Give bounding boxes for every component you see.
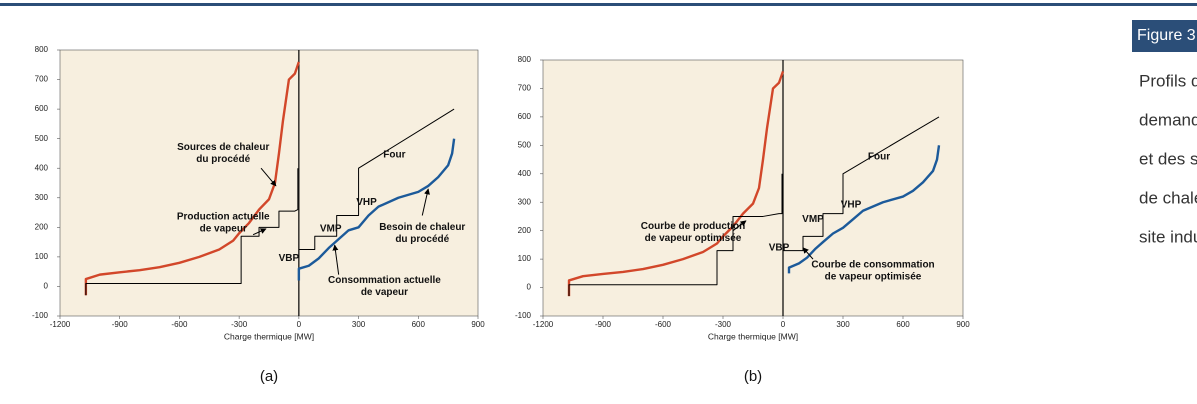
y-tick-label: 300 xyxy=(518,197,532,206)
y-tick-label: 800 xyxy=(518,55,532,64)
y-tick-label: 100 xyxy=(518,254,532,263)
x-tick-label: 300 xyxy=(836,320,850,329)
x-tick-label: -600 xyxy=(655,320,672,329)
x-axis-label: Charge thermique [MW] xyxy=(708,331,798,341)
y-tick-label: 200 xyxy=(518,226,532,235)
y-tick-label: 600 xyxy=(518,112,532,121)
y-tick-label: -100 xyxy=(32,311,49,320)
series-line xyxy=(85,168,299,296)
x-tick-label: 0 xyxy=(297,320,302,329)
y-tick-label: 800 xyxy=(35,45,49,54)
annotation-arrow xyxy=(260,167,277,187)
annotation: Courbe de production xyxy=(641,221,745,232)
y-tick-label: 300 xyxy=(35,193,49,202)
series-line xyxy=(298,108,455,250)
series-line xyxy=(297,138,456,281)
x-tick-label: 600 xyxy=(412,320,426,329)
caption-line: demandes xyxy=(1139,110,1197,129)
caption-line: de chaleur d’un xyxy=(1139,188,1197,207)
x-tick-label: 900 xyxy=(471,320,485,329)
x-tick-label: -300 xyxy=(231,320,248,329)
figure-label: Figure 3.18 xyxy=(1137,27,1197,44)
x-tick-label: 0 xyxy=(781,320,786,329)
annotation: Besoin de chaleur xyxy=(379,222,465,233)
y-tick-label: 600 xyxy=(35,104,49,113)
series-line xyxy=(567,70,785,297)
annotation: Consommation actuelle xyxy=(328,275,441,286)
plot-area xyxy=(542,59,964,317)
annotation: Courbe de consommation xyxy=(811,259,934,270)
annotation-arrow xyxy=(732,220,747,232)
x-tick-label: 900 xyxy=(956,320,970,329)
annotation: du procédé xyxy=(196,154,250,165)
x-tick-label: -1200 xyxy=(50,320,71,329)
panel-label: (a) xyxy=(260,368,278,385)
annotation: Four xyxy=(383,150,405,161)
panel-label: (b) xyxy=(744,368,762,385)
y-tick-label: 500 xyxy=(518,140,532,149)
y-tick-label: 100 xyxy=(35,252,49,261)
annotation: de vapeur xyxy=(361,287,408,298)
top-rule xyxy=(0,3,1197,6)
caption-line: et des sources xyxy=(1139,149,1197,168)
x-tick-label: -1200 xyxy=(533,320,554,329)
caption-line: Profils des xyxy=(1139,71,1197,90)
caption-line: site industriel xyxy=(1139,227,1197,246)
y-tick-label: 400 xyxy=(35,163,49,172)
x-tick-label: -900 xyxy=(112,320,129,329)
annotation-arrow xyxy=(252,228,267,236)
annotation: VMP xyxy=(320,223,342,234)
y-tick-label: 700 xyxy=(518,84,532,93)
series-line xyxy=(787,145,941,274)
annotation-arrow xyxy=(332,244,340,275)
annotation: VHP xyxy=(841,200,862,211)
annotation: du procédé xyxy=(395,234,449,245)
annotation-arrow xyxy=(421,188,430,216)
x-tick-label: 300 xyxy=(352,320,366,329)
series-line xyxy=(568,173,783,297)
annotation: de vapeur optimisée xyxy=(825,271,922,282)
annotation: de vapeur optimisée xyxy=(645,233,742,244)
annotation: Sources de chaleur xyxy=(177,142,269,153)
y-tick-label: 700 xyxy=(35,75,49,84)
annotation: VBP xyxy=(769,242,790,253)
y-tick-label: 200 xyxy=(35,222,49,231)
annotation: VMP xyxy=(802,214,824,225)
y-tick-label: 400 xyxy=(518,169,532,178)
annotation: de vapeur xyxy=(200,224,247,235)
x-tick-label: -900 xyxy=(595,320,612,329)
x-tick-label: -300 xyxy=(715,320,732,329)
annotation: VHP xyxy=(356,197,377,208)
y-tick-label: 0 xyxy=(44,282,49,291)
annotation-arrow xyxy=(802,247,814,260)
annotation: Four xyxy=(868,151,890,162)
series-line xyxy=(84,61,300,296)
figure-label-box xyxy=(1132,20,1197,52)
x-tick-label: -600 xyxy=(171,320,188,329)
annotation: VBP xyxy=(279,253,300,264)
annotation: Production actuelle xyxy=(177,212,270,223)
y-tick-label: -100 xyxy=(515,311,532,320)
x-axis-label: Charge thermique [MW] xyxy=(224,331,314,341)
y-tick-label: 500 xyxy=(35,134,49,143)
x-tick-label: 600 xyxy=(896,320,910,329)
y-tick-label: 0 xyxy=(527,283,532,292)
